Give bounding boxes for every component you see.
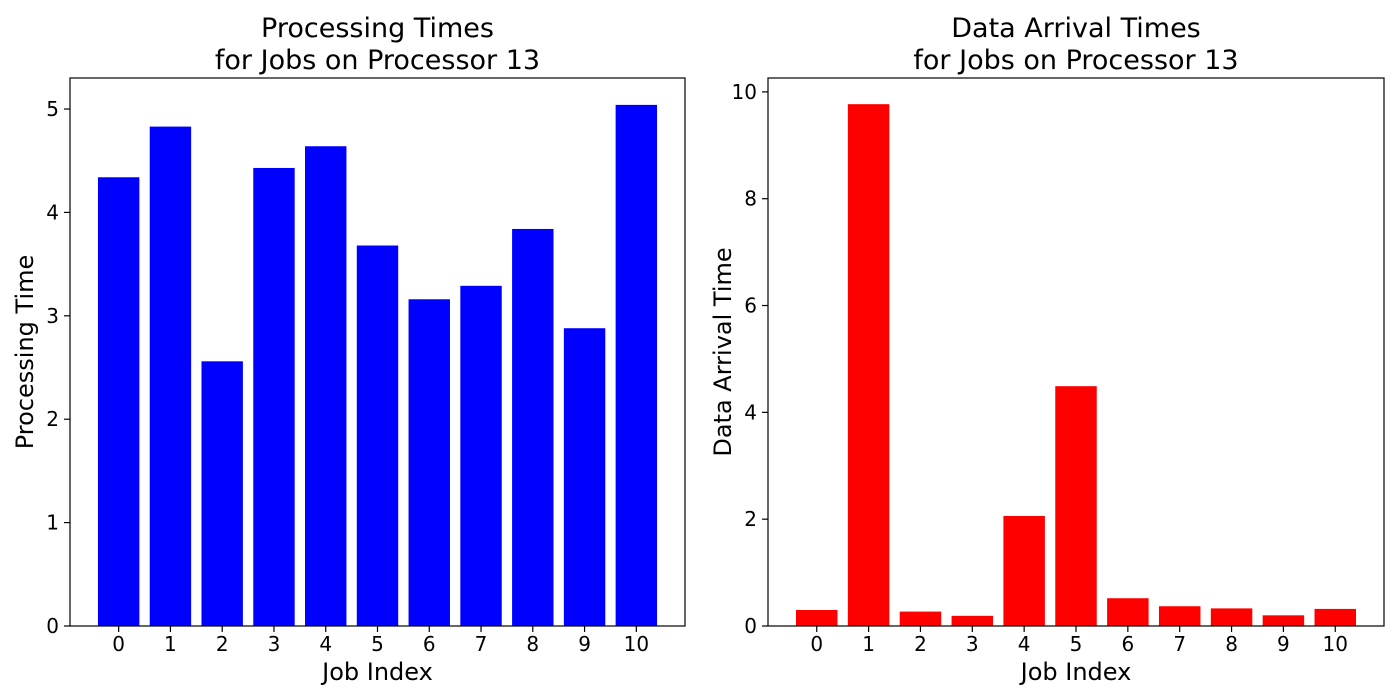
processing-bar-6: [408, 299, 450, 626]
arrival-x-tick-label-3: 3: [966, 632, 979, 656]
arrival-bar-3: [951, 615, 994, 626]
processing-bar-5: [356, 245, 399, 626]
arrival-bar-10: [1314, 608, 1356, 626]
arrival-x-tick-label-8: 8: [1225, 632, 1238, 656]
arrival-x-axis-label: Job Index: [1019, 658, 1132, 686]
arrival-x-tick-label-10: 10: [1323, 632, 1348, 656]
processing-bar-7: [460, 285, 502, 626]
processing-bar-8: [512, 228, 554, 626]
processing-bar-9: [563, 328, 606, 626]
arrival-bar-9: [1262, 615, 1305, 626]
arrival-bar-8: [1210, 608, 1253, 626]
arrival-bar-4: [1003, 515, 1045, 626]
processing-x-tick-label-3: 3: [268, 632, 281, 656]
processing-bar-2: [201, 361, 243, 626]
arrival-y-axis-label: Data Arrival Time: [709, 247, 737, 456]
arrival-y-tick-label-8: 8: [744, 187, 757, 211]
arrival-y-tick-label-4: 4: [744, 400, 757, 424]
processing-x-tick-label-2: 2: [216, 632, 229, 656]
processing-bar-4: [305, 146, 347, 626]
processing-y-tick-label-2: 2: [46, 407, 59, 431]
processing-x-axis-label: Job Index: [320, 658, 433, 686]
processing-chart-title-line-1: Processing Times: [261, 13, 494, 44]
processing-y-axis-label: Processing Time: [11, 255, 39, 450]
processing-x-tick-label-4: 4: [319, 632, 332, 656]
arrival-bar-5: [1055, 386, 1097, 626]
processing-x-tick-label-5: 5: [371, 632, 384, 656]
processing-x-tick-label-10: 10: [624, 632, 649, 656]
processing-bar-3: [253, 167, 295, 626]
processing-y-tick-label-1: 1: [46, 511, 59, 535]
processing-x-tick-label-1: 1: [164, 632, 177, 656]
processing-bar-10: [615, 104, 658, 627]
processing-x-tick-label-6: 6: [423, 632, 436, 656]
processing-x-tick-label-9: 9: [578, 632, 591, 656]
arrival-x-tick-label-5: 5: [1070, 632, 1083, 656]
processing-y-tick-label-5: 5: [46, 97, 59, 121]
arrival-y-tick-label-6: 6: [744, 294, 757, 318]
arrival-x-tick-label-0: 0: [810, 632, 823, 656]
processing-y-tick-label-4: 4: [46, 200, 59, 224]
processing-chart-title-line-2: for Jobs on Processor 13: [215, 45, 540, 76]
arrival-x-tick-label-4: 4: [1018, 632, 1031, 656]
arrival-bar-2: [899, 611, 942, 626]
arrival-bar-0: [796, 609, 838, 626]
data-arrival-times-chart: 0 1 2 3 4 5 6 7 8 9 10 0 2 4 6 8 10 Job Index Data Arrival…: [709, 13, 1385, 686]
arrival-bar-7: [1158, 606, 1201, 626]
arrival-x-tick-label-7: 7: [1173, 632, 1186, 656]
processing-bar-0: [97, 177, 140, 626]
arrival-bar-1: [847, 104, 890, 627]
arrival-y-tick-label-0: 0: [744, 614, 757, 638]
arrival-x-tick-label-9: 9: [1277, 632, 1290, 656]
arrival-y-tick-label-10: 10: [732, 80, 757, 104]
arrival-x-tick-label-6: 6: [1121, 632, 1134, 656]
processing-y-tick-label-3: 3: [46, 304, 59, 328]
arrival-x-tick-label-1: 1: [862, 632, 875, 656]
processing-y-tick-label-0: 0: [46, 614, 59, 638]
arrival-chart-title-line-2: for Jobs on Processor 13: [913, 45, 1238, 76]
arrival-y-tick-label-2: 2: [744, 507, 757, 531]
processing-x-tick-label-8: 8: [526, 632, 539, 656]
arrival-x-tick-label-2: 2: [914, 632, 927, 656]
processing-x-tick-label-7: 7: [475, 632, 488, 656]
processing-x-tick-label-0: 0: [112, 632, 125, 656]
arrival-bar-6: [1107, 598, 1149, 626]
processing-bar-1: [149, 126, 192, 627]
arrival-chart-title-line-1: Data Arrival Times: [951, 13, 1201, 44]
